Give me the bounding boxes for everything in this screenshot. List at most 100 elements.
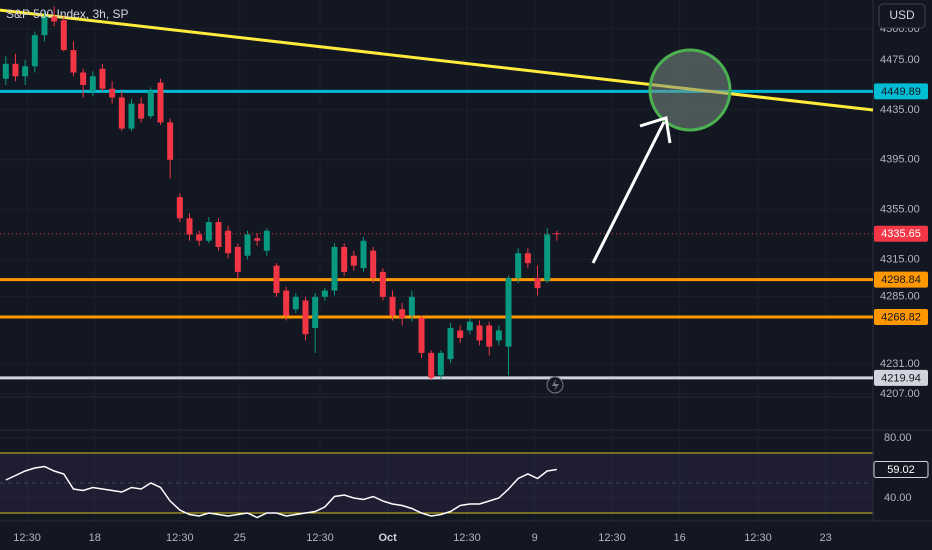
currency-label: USD [889, 8, 915, 22]
candle-body [80, 72, 87, 85]
labels: 12:30 18 12:30 25 12:30 Oct 12:30 9 12:30 16 12:30… [13, 23, 929, 544]
rsi-tick-label: 80.00 [884, 432, 912, 444]
candle-body [283, 290, 290, 316]
candle-body [312, 296, 319, 328]
candle-body [553, 233, 560, 235]
candle-body [418, 317, 425, 353]
price-marker-label: 4298.84 [881, 274, 921, 286]
candle-body [12, 63, 19, 77]
x-tick-label: 12:30 [13, 532, 41, 544]
candle-body [273, 265, 280, 294]
candle-body [205, 222, 212, 241]
price-marker [874, 271, 928, 288]
currency-button[interactable] [878, 3, 926, 29]
candle-body [399, 309, 406, 318]
candle-body [70, 50, 77, 73]
y-tick-label: 4315.00 [880, 253, 920, 265]
candle-body [41, 16, 48, 36]
arrow-shaft [591, 121, 666, 264]
candle-body [524, 253, 531, 264]
x-tick-label: 12:30 [166, 532, 194, 544]
candle-body [466, 321, 473, 331]
y-tick-label: 4435.00 [880, 104, 920, 116]
price-marker [874, 225, 928, 242]
candle-body [89, 76, 96, 92]
candle-body [321, 290, 328, 297]
grid [0, 452, 873, 514]
candle-body [118, 97, 125, 129]
x-tick-label: Oct [379, 532, 398, 544]
candle-body [215, 222, 222, 247]
candle-body [495, 330, 502, 341]
y-tick-label: 4395.00 [880, 154, 920, 166]
y-tick-label: 4231.00 [880, 358, 920, 370]
highlight-circle [648, 48, 732, 132]
candle-body [534, 278, 541, 289]
candle-body [225, 230, 232, 254]
y-tick-label: 4355.00 [880, 203, 920, 215]
candle-body [302, 300, 309, 335]
candle-body [234, 246, 241, 272]
candle-body [408, 296, 415, 316]
y-tick-label: 4207.00 [880, 388, 920, 400]
candle-body [505, 278, 512, 347]
candle-body [544, 234, 551, 281]
candle-body [167, 122, 174, 160]
candle-body [186, 218, 193, 235]
candle-body [147, 91, 154, 117]
candle-body [428, 352, 435, 378]
candle-body [157, 82, 164, 123]
candle-body [254, 238, 261, 241]
price-marker-label: 4268.82 [881, 311, 921, 323]
candle-body [360, 240, 367, 269]
candle-body [244, 234, 251, 256]
x-tick-label: 18 [89, 532, 101, 544]
price-marker [873, 460, 929, 478]
candle-body [331, 246, 338, 291]
candle-body [128, 103, 135, 129]
price-marker-label: 4449.89 [881, 86, 921, 98]
candle-body [263, 230, 270, 251]
price-marker [874, 369, 928, 386]
candle-body [2, 63, 9, 79]
y-tick-label: 4285.00 [880, 291, 920, 303]
candle-body [109, 88, 116, 98]
candle-body [176, 197, 183, 219]
candle-body [341, 246, 348, 272]
x-tick-label: 12:30 [306, 532, 334, 544]
candle-body [350, 255, 357, 266]
candle-body [22, 66, 29, 77]
candle-body [60, 20, 67, 51]
event-icon-bolt [552, 379, 559, 391]
y-tick-label: 4475.00 [880, 54, 920, 66]
arrow-head [639, 116, 672, 144]
candle-body [447, 327, 454, 360]
candle-body [457, 330, 464, 338]
x-tick-label: 9 [532, 532, 538, 544]
x-tick-label: 12:30 [744, 532, 772, 544]
candle-body [292, 296, 299, 310]
candle-body [196, 234, 203, 241]
price-marker [874, 83, 928, 100]
x-tick-label: 23 [820, 532, 832, 544]
candle-body [138, 103, 145, 119]
x-tick-label: 12:30 [453, 532, 481, 544]
y-tick-label: 4500.00 [880, 23, 920, 35]
rsi-line [5, 465, 557, 519]
candle-body [476, 325, 483, 341]
x-tick-label: 12:30 [598, 532, 626, 544]
chart-title: S&P 500 Index, 3h, SP [6, 7, 129, 21]
candle-body [370, 250, 377, 279]
candle-body [486, 325, 493, 347]
candle-body [51, 16, 58, 22]
candle-body [99, 68, 106, 89]
price-marker-label: 4219.94 [881, 372, 921, 384]
candle-body [515, 253, 522, 279]
rsi-tick-label: 40.00 [884, 492, 912, 504]
candle-body [31, 35, 38, 67]
candle-body [389, 296, 396, 316]
x-tick-label: 16 [674, 532, 686, 544]
price-marker [874, 308, 928, 325]
price-marker-label: 59.02 [887, 464, 915, 476]
